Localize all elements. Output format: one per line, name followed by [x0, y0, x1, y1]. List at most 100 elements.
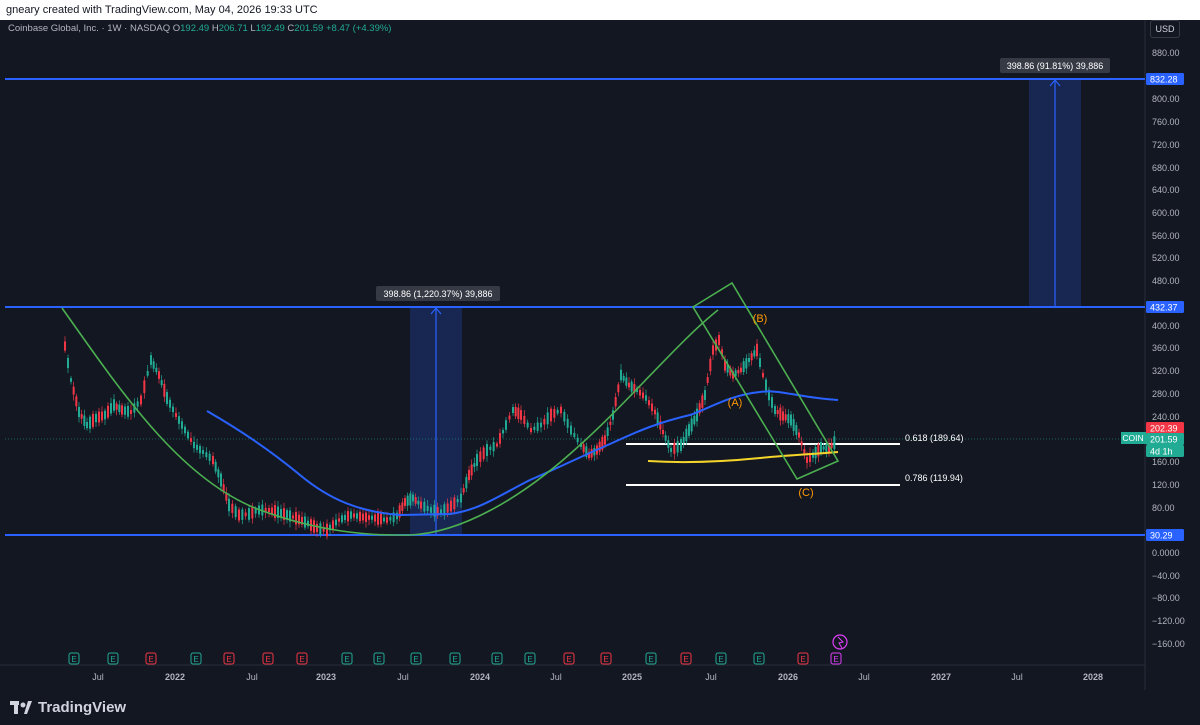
price-tick-label: 240.00 [1152, 412, 1180, 422]
earnings-marker-label: E [800, 655, 805, 664]
earnings-marker-icon[interactable]: E [68, 652, 80, 665]
earnings-marker-label: E [756, 655, 761, 664]
symbol-legend[interactable]: Coinbase Global, Inc. · 1W · NASDAQ O192… [8, 23, 391, 34]
price-tick-label: 520.00 [1152, 253, 1180, 263]
candle-body [368, 515, 370, 520]
candle-body [530, 427, 532, 433]
earnings-marker-icon[interactable]: E [190, 652, 202, 665]
earnings-marker-label: E [527, 655, 532, 664]
candle-body [205, 452, 208, 458]
time-tick-label: Jul [92, 672, 104, 682]
earnings-marker-icon[interactable]: E [830, 652, 842, 665]
candle-body [486, 444, 488, 456]
candle-body [181, 421, 183, 429]
candle-body [774, 406, 776, 414]
candle-body [353, 513, 355, 518]
candle-body [598, 441, 601, 452]
candle-body [659, 421, 662, 430]
candle-body [283, 508, 285, 520]
candle-body [803, 448, 806, 455]
candle-body [64, 341, 66, 351]
cup-curve[interactable] [61, 307, 719, 536]
candle-body [344, 514, 346, 521]
yellow-trend-line[interactable] [647, 451, 839, 463]
candle-body [254, 509, 257, 514]
candle-body [362, 513, 364, 521]
earnings-marker-icon[interactable]: E [600, 652, 612, 665]
earnings-marker-icon[interactable]: E [449, 652, 461, 665]
close-value: 201.59 [294, 23, 324, 34]
earnings-marker-icon[interactable]: E [715, 652, 727, 665]
earnings-marker-icon[interactable]: E [262, 652, 274, 665]
candle-body [512, 407, 514, 413]
candle-body [238, 509, 240, 521]
price-tick-label: 560.00 [1152, 231, 1180, 241]
candle-body [304, 516, 306, 528]
candle-body [130, 410, 132, 414]
price-chart-canvas[interactable]: (B) (A) (C) 0.618 (189.64) 0.786 (119.94… [0, 20, 1200, 690]
candle-body [286, 510, 288, 520]
price-tick-label: 320.00 [1152, 366, 1180, 376]
chart-area[interactable]: Coinbase Global, Inc. · 1W · NASDAQ O192… [0, 20, 1200, 690]
earnings-marker-icon[interactable]: E [373, 652, 385, 665]
earnings-marker-icon[interactable]: E [680, 652, 692, 665]
candle-body [124, 406, 126, 415]
candle-body [696, 408, 698, 422]
candle-body [178, 416, 180, 424]
earnings-marker-icon[interactable]: E [563, 652, 575, 665]
candle-body [540, 422, 542, 428]
earnings-marker-icon[interactable]: E [296, 652, 308, 665]
candle-body [690, 418, 693, 432]
earnings-marker-icon[interactable]: E [223, 652, 235, 665]
earnings-marker-icon[interactable]: E [410, 652, 422, 665]
price-tag: 4d 1h [1146, 445, 1184, 457]
candle-body [228, 498, 230, 512]
candle-body [401, 502, 404, 511]
time-tick-label: 2022 [165, 672, 185, 682]
earnings-marker-icon[interactable]: E [645, 652, 657, 665]
tradingview-logo[interactable]: TradingView [10, 699, 126, 716]
candle-body [806, 457, 808, 463]
earnings-marker-icon[interactable]: E [341, 652, 353, 665]
earnings-marker-icon[interactable]: E [524, 652, 536, 665]
earnings-marker-icon[interactable]: E [145, 652, 157, 665]
moving-average-line[interactable] [206, 390, 839, 517]
earnings-marker-icon[interactable]: E [797, 652, 809, 665]
candle-body [92, 413, 94, 427]
candle-body [795, 425, 798, 435]
price-tick-label: 880.00 [1152, 48, 1180, 58]
candle-body [133, 403, 136, 413]
measure-label-upper-bg [1000, 58, 1110, 73]
candle-body [462, 488, 465, 493]
earnings-marker-label: E [603, 655, 608, 664]
time-axis[interactable]: Jul 2022 Jul 2023 Jul 2024 Jul 2025 Jul 2026 Jul 20… [92, 672, 1103, 682]
candle-body [98, 411, 100, 423]
wave-label-b: (B) [753, 313, 768, 325]
earnings-marker-label: E [566, 655, 571, 664]
price-axis[interactable]: 880.00 800.00 760.00 720.00 680.00 640.00 600.… [1152, 48, 1185, 649]
candle-body [496, 443, 498, 447]
candle-body [588, 451, 590, 459]
measure-label-lower: 398.86 (1,220.37%) 39,886 [383, 289, 492, 299]
time-tick-label: 2025 [622, 672, 642, 682]
earnings-marker-icon[interactable]: E [491, 652, 503, 665]
candle-body [72, 386, 75, 395]
candle-body [628, 382, 630, 388]
currency-button[interactable]: USD [1150, 20, 1180, 38]
candle-body [214, 461, 217, 472]
earnings-marker-icon[interactable]: E [107, 652, 119, 665]
candle-body [95, 413, 97, 423]
price-tick-label: −160.00 [1152, 639, 1185, 649]
candle-body [625, 377, 628, 386]
candle-body [492, 441, 495, 452]
candle-body [704, 390, 706, 400]
candle-body [782, 411, 784, 421]
candle-body [800, 441, 803, 446]
earnings-marker-icon[interactable]: E [753, 652, 765, 665]
candle-body [750, 353, 753, 361]
downtrend-channel[interactable] [691, 281, 840, 481]
candle-body [341, 515, 343, 523]
dividend-icon[interactable] [832, 634, 848, 650]
